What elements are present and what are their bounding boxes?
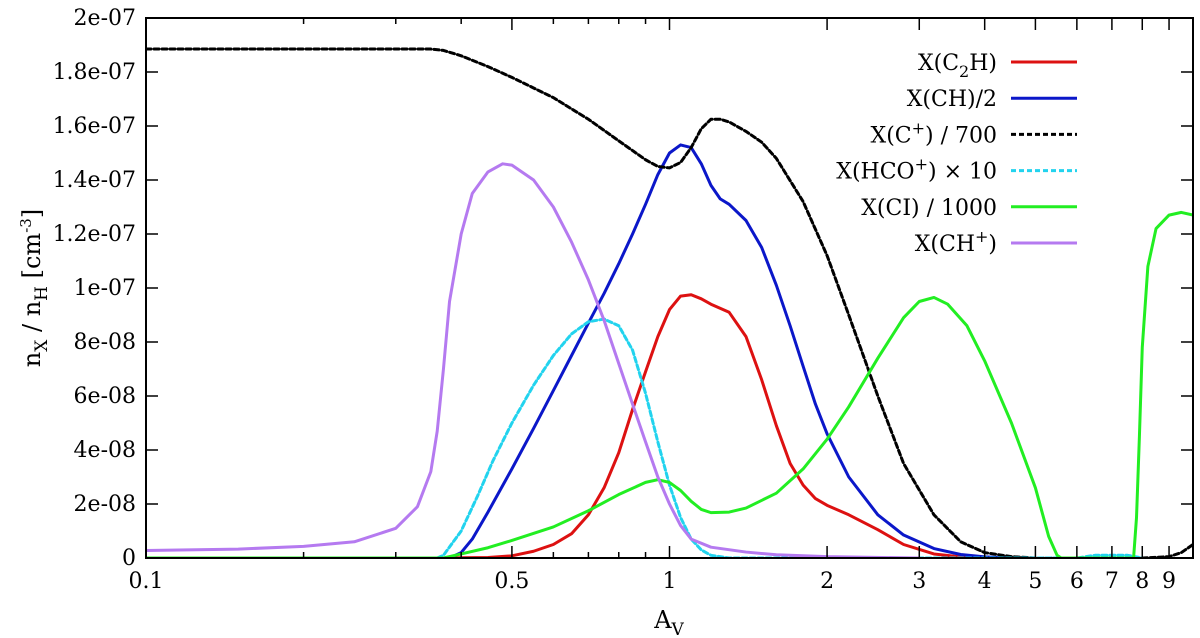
x-tick-label: 4 [978, 569, 992, 594]
series-layer [146, 47, 1193, 558]
legend-label: X(CH)/2 [907, 87, 997, 112]
x-tick-label: 0.1 [129, 569, 164, 594]
x-axis-ticks: 0.1 0.5 1 2 3 4 5 6 7 8 9 [129, 18, 1176, 594]
y-axis-title: nX / nH [cm-3] [17, 209, 52, 367]
series-line-cplus [146, 47, 1193, 558]
y-tick-label: 4e-08 [74, 438, 136, 463]
x-tick-label: 3 [912, 569, 926, 594]
y-tick-label: 2e-08 [74, 492, 136, 517]
x-tick-label: 7 [1105, 569, 1119, 594]
legend-label: X(C+) / 700 [871, 118, 997, 148]
y-tick-label: 1.2e-07 [53, 222, 136, 247]
x-tick-label: 8 [1135, 569, 1149, 594]
y-tick-label: 1.8e-07 [53, 60, 136, 85]
y-tick-label: 0 [122, 546, 136, 571]
legend-label: X(HCO+) × 10 [836, 155, 997, 185]
y-tick-label: 1.6e-07 [53, 114, 136, 139]
y-tick-label: 6e-08 [74, 384, 136, 409]
legend-item-chplus: X(CH+) [915, 227, 1077, 257]
y-tick-label: 1.4e-07 [53, 168, 136, 193]
x-tick-label: 1 [663, 569, 677, 594]
x-tick-label: 5 [1028, 569, 1042, 594]
plot-area: 0.1 0.5 1 2 3 4 5 6 7 8 9 0 2e-08 4e-08 6e-08 8e-08 1e-… [53, 6, 1194, 594]
y-tick-label: 1e-07 [74, 276, 136, 301]
series-line-c2h [435, 293, 987, 558]
legend-label: X(CH+) [915, 227, 997, 257]
legend-item-ci: X(CI) / 1000 [861, 196, 1077, 221]
legend-item-hcoplus: X(HCO+) × 10 [836, 155, 1077, 185]
legend-item-ch: X(CH)/2 [907, 87, 1077, 112]
y-axis-ticks: 0 2e-08 4e-08 6e-08 8e-08 1e-07 1.2e-07 1.4e-07… [53, 6, 1193, 571]
series-line-ch [448, 143, 1013, 558]
x-tick-label: 2 [820, 569, 834, 594]
x-tick-label: 9 [1162, 569, 1176, 594]
legend: X(C2H) X(CH)/2 X(C+) / 700 X(HCO+) × 10 X(CI… [836, 51, 1077, 257]
series-line-ci [146, 210, 1193, 558]
legend-item-cplus: X(C+) / 700 [871, 118, 1077, 148]
x-axis-title: AV [653, 606, 684, 638]
x-tick-label: 6 [1070, 569, 1084, 594]
series-line-hcoplus [435, 317, 1144, 558]
legend-label: X(CI) / 1000 [861, 196, 997, 221]
legend-item-c2h: X(C2H) [918, 51, 1077, 81]
x-tick-label: 0.5 [494, 569, 529, 594]
legend-label: X(C2H) [918, 51, 997, 81]
y-tick-label: 8e-08 [74, 330, 136, 355]
y-tick-label: 2e-07 [74, 6, 136, 31]
series-line-chplus [146, 162, 921, 558]
